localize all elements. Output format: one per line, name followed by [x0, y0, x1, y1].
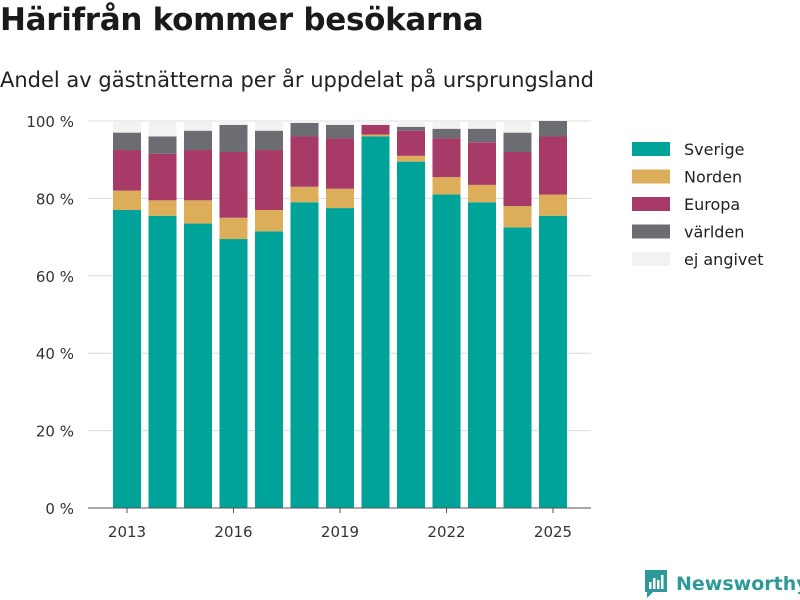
bar-segment — [113, 121, 141, 133]
bar-segment — [432, 194, 461, 508]
y-tick-label: 80 % — [36, 190, 74, 208]
x-tick-label: 2019 — [321, 523, 359, 541]
bar-segment — [148, 200, 177, 216]
bar-segment — [432, 138, 461, 178]
bar-segment — [219, 121, 248, 125]
y-tick-label: 40 % — [36, 345, 74, 363]
bar-segment — [468, 121, 496, 129]
bar-segment — [539, 136, 567, 195]
bar-segment — [432, 121, 461, 129]
bar-segment — [397, 161, 425, 508]
bar-segment — [361, 134, 390, 137]
bar-segment — [219, 151, 248, 218]
legend-swatch — [632, 142, 670, 156]
bar-segment — [184, 121, 212, 131]
bar-segment — [361, 136, 390, 509]
bar-segment — [184, 130, 212, 151]
bar-segment — [468, 184, 496, 203]
bar-segment — [148, 136, 177, 154]
bar-segment — [326, 188, 354, 209]
bar-segment — [468, 202, 496, 508]
bar-segment — [397, 126, 425, 131]
y-tick-labels: 0 % 20 % 40 % 60 % 80 % 100 % — [26, 113, 74, 518]
bar-segment — [326, 124, 354, 139]
y-tick-label: 60 % — [36, 268, 74, 286]
bar-segment — [255, 130, 283, 151]
bar-segment — [503, 132, 532, 152]
x-tick-label: 2022 — [427, 523, 465, 541]
bar-segment — [361, 121, 390, 125]
x-tick-label: 2013 — [108, 523, 146, 541]
bar-segment — [361, 124, 390, 135]
bar-segment — [148, 215, 177, 508]
legend-swatch — [632, 197, 670, 211]
chart-title: Härifrån kommer besökarna — [0, 2, 484, 38]
bar-segment — [290, 202, 319, 508]
newsworthy-icon — [645, 570, 667, 598]
newsworthy-logo[interactable]: Newsworthy — [644, 568, 800, 600]
bar-segment — [468, 142, 496, 185]
x-tick-label: 2016 — [214, 523, 252, 541]
bar-segment — [503, 121, 532, 133]
bar-segment — [539, 194, 567, 216]
x-tick-label: 2025 — [534, 523, 572, 541]
x-tick-labels: 2013 2016 2019 2022 2025 — [108, 508, 572, 541]
y-tick-label: 20 % — [36, 423, 74, 441]
legend-label: världen — [684, 223, 744, 242]
bar-segment — [255, 231, 283, 509]
chart-subtitle: Andel av gästnätterna per år uppdelat på… — [0, 68, 594, 92]
bar-segment — [326, 121, 354, 125]
bar-segment — [113, 210, 141, 508]
stacked-bar-chart: 0 % 20 % 40 % 60 % 80 % 100 % 2013 2016 2019 202… — [26, 113, 764, 541]
bar-segment — [184, 200, 212, 224]
bar-segment — [113, 150, 141, 191]
bar-segment — [397, 121, 425, 127]
newsworthy-label: Newsworthy — [676, 573, 800, 595]
bar-segment — [184, 150, 212, 201]
bar-segment — [290, 186, 319, 203]
legend-swatch — [632, 169, 670, 184]
legend-swatch — [632, 224, 670, 239]
bar-segment — [326, 138, 354, 189]
bar-segment — [326, 208, 354, 508]
bar-segment — [468, 128, 496, 143]
bar-segment — [219, 124, 248, 152]
bar-segment — [539, 121, 567, 137]
legend-label: Europa — [684, 195, 740, 214]
bar-segment — [539, 215, 567, 508]
bar-segment — [148, 121, 177, 137]
bar-segment — [503, 227, 532, 509]
legend-label: Norden — [684, 168, 742, 187]
legend-swatch — [632, 252, 670, 266]
bar-segment — [503, 151, 532, 207]
bar-segment — [113, 190, 141, 211]
legend-label: Sverige — [684, 140, 745, 159]
y-tick-label: 0 % — [45, 500, 74, 518]
bar-segment — [255, 121, 283, 131]
bar-segment — [148, 153, 177, 201]
bar-segment — [113, 132, 141, 151]
bar-segment — [397, 155, 425, 162]
legend-label: ej angivet — [684, 250, 764, 269]
bars — [113, 121, 567, 509]
y-tick-label: 100 % — [26, 113, 74, 131]
bar-segment — [290, 136, 319, 187]
bar-segment — [255, 210, 283, 232]
bar-segment — [290, 122, 319, 137]
bar-segment — [397, 130, 425, 156]
bar-segment — [219, 239, 248, 508]
bar-segment — [503, 206, 532, 228]
bar-segment — [255, 150, 283, 211]
bar-segment — [290, 121, 319, 123]
bar-segment — [432, 177, 461, 195]
bar-segment — [184, 223, 212, 508]
bar-segment — [432, 128, 461, 139]
legend: Sverige Norden Europa världen ej angivet — [632, 140, 764, 269]
bar-segment — [219, 217, 248, 240]
